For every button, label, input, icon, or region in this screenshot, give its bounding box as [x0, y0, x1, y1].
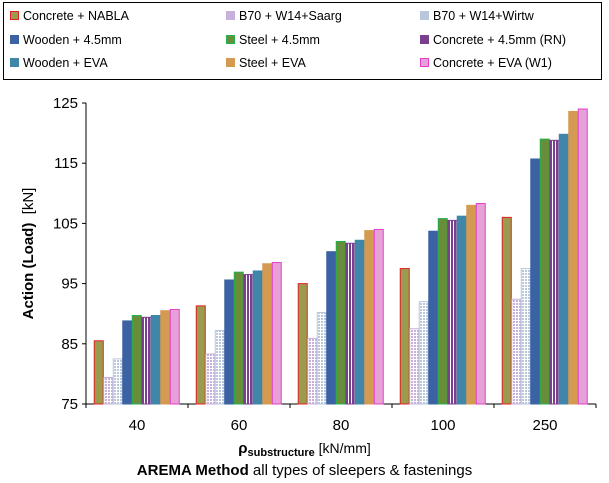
y-tick-label: 75 — [61, 396, 78, 413]
bar — [501, 216, 512, 405]
bar — [475, 203, 486, 405]
legend-swatch — [226, 35, 235, 44]
bar — [511, 298, 522, 405]
y-axis-unit: [kN] — [20, 188, 37, 223]
legend-label: B70 + W14+Wirtw — [433, 9, 534, 23]
legend-swatch — [420, 11, 429, 20]
bar — [466, 204, 477, 405]
bar — [169, 308, 180, 405]
legend-item: Wooden + 4.5mm — [10, 33, 122, 47]
legend-item: Concrete + EVA (W1) — [420, 56, 552, 70]
bar — [539, 138, 550, 405]
bar-chart: 75 85 95 105 115 125 Action (Load) [kN] 40 60 80 1… — [20, 95, 597, 434]
bar — [150, 315, 161, 405]
x-tick-label: 250 — [532, 417, 557, 434]
legend-swatch — [10, 11, 19, 20]
bar — [316, 311, 327, 405]
legend-label: Steel + EVA — [239, 56, 306, 70]
bar — [326, 251, 337, 405]
bar — [399, 268, 410, 405]
y-tick-label: 115 — [54, 155, 78, 172]
x-tick-label: 100 — [430, 417, 455, 434]
x-tick-label: 80 — [333, 417, 350, 434]
bar — [577, 108, 588, 405]
legend-label: Concrete + EVA (W1) — [433, 56, 552, 70]
x-axis-symbol: ρ — [238, 440, 248, 457]
bar — [93, 340, 104, 405]
x-axis-unit: [kN/mm] — [318, 440, 371, 456]
x-axis-subscript: substructure — [247, 447, 315, 459]
bar — [568, 110, 579, 405]
bar — [373, 228, 384, 405]
bar — [214, 330, 225, 405]
bar — [262, 263, 273, 405]
bar — [160, 310, 171, 405]
y-tick-label: 85 — [61, 336, 78, 353]
y-axis-label: Action (Load) — [20, 223, 37, 320]
bar — [447, 219, 458, 405]
bar — [103, 377, 114, 405]
bar — [418, 301, 429, 405]
bar — [558, 133, 569, 405]
x-axis-title: ρsubstructure [kN/mm] — [0, 440, 609, 459]
bar — [112, 358, 123, 405]
legend-swatch — [10, 35, 19, 44]
y-tick-label: 105 — [53, 215, 78, 232]
x-tick-label: 60 — [231, 417, 248, 434]
legend-label: B70 + W14+Saarg — [239, 9, 342, 23]
legend-item: Concrete + NABLA — [10, 9, 129, 23]
legend-swatch — [226, 58, 235, 67]
legend-item: Steel + 4.5mm — [226, 33, 320, 47]
bar — [345, 242, 356, 405]
legend-label: Concrete + NABLA — [23, 9, 129, 23]
legend-item: Steel + EVA — [226, 56, 306, 70]
legend-swatch — [420, 35, 429, 44]
chart-legend: Concrete + NABLA B70 + W14+Saarg B70 + W14… — [3, 2, 602, 80]
chart-caption: AREMA Method all types of sleepers & fas… — [0, 462, 609, 479]
x-tick-label: 40 — [129, 417, 146, 434]
bar — [335, 240, 346, 405]
legend-item: Concrete + 4.5mm (RN) — [420, 33, 566, 47]
y-tick-label: 95 — [61, 276, 78, 293]
legend-swatch — [420, 58, 429, 67]
legend-label: Concrete + 4.5mm (RN) — [433, 33, 567, 47]
bar — [456, 215, 467, 405]
y-tick-label: 125 — [53, 95, 78, 112]
bar — [530, 158, 541, 405]
bar — [195, 305, 206, 405]
bar — [297, 283, 308, 405]
caption-method: AREMA Method — [136, 462, 249, 479]
bar — [252, 270, 263, 405]
legend-swatch — [226, 11, 235, 20]
bar — [122, 320, 133, 405]
bar — [364, 230, 375, 405]
bar — [131, 315, 142, 405]
legend-item: Wooden + EVA — [10, 56, 108, 70]
legend-label: Steel + 4.5mm — [239, 33, 320, 47]
bar — [141, 316, 152, 405]
legend-label: Wooden + 4.5mm — [23, 33, 122, 47]
bar — [271, 262, 282, 405]
bar — [428, 230, 439, 405]
bar — [549, 139, 560, 405]
y-axis-title: Action (Load) [kN] — [20, 188, 37, 320]
bar — [233, 271, 244, 405]
legend-label: Wooden + EVA — [23, 56, 108, 70]
legend-swatch — [10, 58, 19, 67]
legend-item: B70 + W14+Saarg — [226, 9, 342, 23]
bar — [243, 274, 254, 405]
bar — [224, 279, 235, 405]
caption-rest: all types of sleepers & fastenings — [248, 462, 473, 479]
legend-item: B70 + W14+Wirtw — [420, 9, 534, 23]
bar — [409, 328, 420, 405]
bar — [205, 353, 216, 405]
bar — [307, 337, 318, 405]
bar — [354, 239, 365, 405]
bar — [520, 268, 531, 405]
bar — [437, 218, 448, 405]
